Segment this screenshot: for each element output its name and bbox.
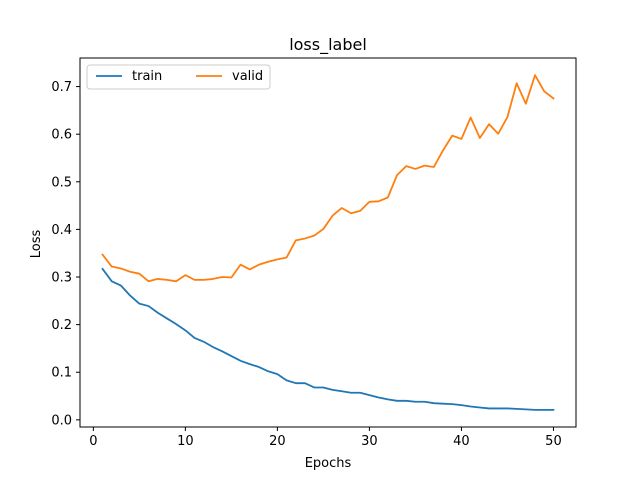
y-tick-label: 0.5 (51, 175, 72, 190)
x-tick-label: 10 (177, 434, 194, 449)
x-tick-label: 50 (545, 434, 562, 449)
x-axis-label: Epochs (305, 456, 352, 471)
legend-label-train: train (132, 69, 162, 84)
legend-box (86, 64, 271, 90)
legend-label-valid: valid (232, 69, 263, 84)
y-tick-label: 0.2 (51, 318, 72, 333)
y-tick-label: 0.4 (51, 223, 72, 238)
y-tick-label: 0.6 (51, 128, 72, 143)
y-axis-label: Loss (29, 230, 44, 259)
chart-title: loss_label (289, 35, 367, 55)
x-tick-label: 30 (361, 434, 378, 449)
y-tick-label: 0.0 (51, 413, 72, 428)
plot-area: 0 10 20 30 40 50 0.0 0.1 0.2 0.3 0.4 0.5 0.6 0.7 (51, 57, 577, 449)
legend: train valid (86, 64, 271, 90)
y-tick-label: 0.1 (51, 366, 72, 381)
x-tick-label: 20 (269, 434, 286, 449)
x-tick-label: 0 (89, 434, 97, 449)
y-tick-label: 0.3 (51, 271, 72, 286)
x-tick-label: 40 (453, 434, 470, 449)
series-line-valid (101, 74, 555, 283)
axes-frame (79, 57, 577, 428)
series-line-train (101, 267, 555, 411)
y-tick-label: 0.7 (51, 80, 72, 95)
